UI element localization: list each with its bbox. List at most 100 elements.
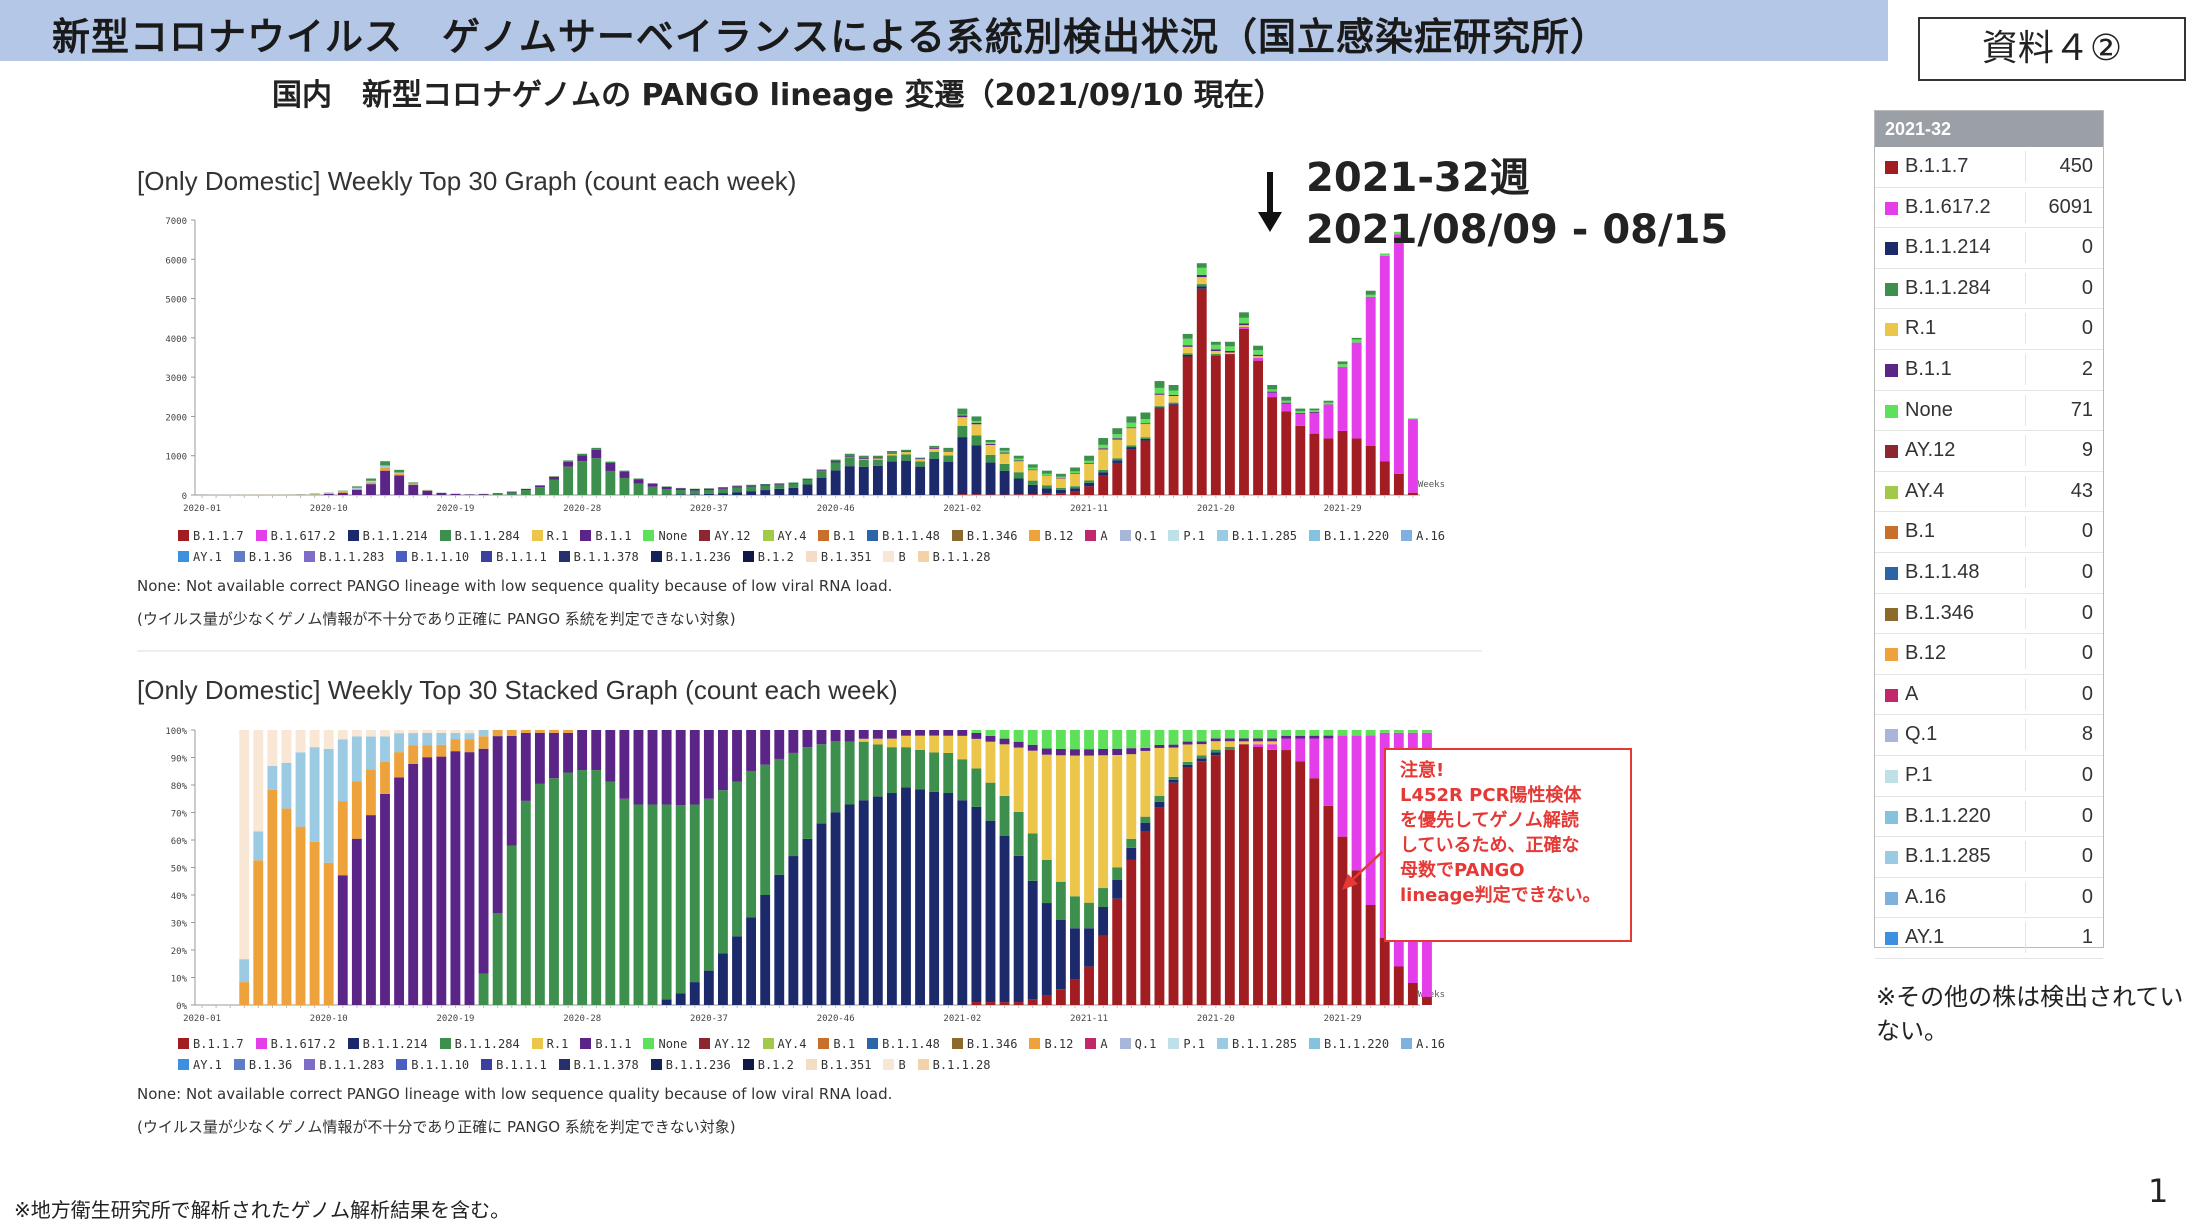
legend-item: B.1.1.48 bbox=[867, 526, 940, 547]
arrow-left-down-icon bbox=[1342, 851, 1383, 890]
lineage-name: Q.1 bbox=[1905, 723, 1938, 746]
lineage-color-swatch bbox=[1885, 363, 1898, 377]
bar-segment-b-1-1-214 bbox=[1126, 447, 1137, 450]
column-separator bbox=[2025, 151, 2026, 182]
bar-segment-b-1-1-284 bbox=[858, 459, 869, 467]
bar-segment-b-1-1 bbox=[872, 730, 883, 739]
table-row: B.1.1.48 0 bbox=[1875, 553, 2103, 594]
legend-label: B bbox=[898, 1058, 906, 1072]
column-separator bbox=[2025, 841, 2026, 873]
bar-segment-b-1-1 bbox=[591, 730, 602, 771]
legend-item: B.1 bbox=[818, 526, 855, 547]
legend-item: B.1.1 bbox=[580, 526, 631, 547]
bar-segment-b-1-1-214 bbox=[915, 466, 926, 495]
bar-segment-none bbox=[1055, 730, 1066, 749]
bar-segment-none bbox=[1112, 730, 1123, 749]
bar-segment-b-1-1-284 bbox=[816, 744, 827, 824]
bar-segment-b bbox=[309, 730, 320, 748]
bar-segment-b-1-1-284 bbox=[1056, 487, 1066, 490]
bar-segment-b-1-1-285 bbox=[295, 752, 306, 827]
bar-segment-r-1 bbox=[901, 735, 911, 748]
bar-segment-b-1-1 bbox=[1098, 748, 1109, 756]
legend-swatch bbox=[1085, 1038, 1097, 1049]
bar-segment-none bbox=[1210, 730, 1221, 739]
bar-segment-b-1-1-7 bbox=[999, 1002, 1010, 1005]
bar-segment-other bbox=[971, 416, 982, 422]
legend-label: R.1 bbox=[546, 529, 569, 543]
bar-segment-b-1-1-284 bbox=[830, 462, 841, 471]
bar-segment-none bbox=[1126, 422, 1137, 428]
bar-segment-r-1 bbox=[1112, 755, 1123, 868]
bar-segment-b-1-1 bbox=[943, 450, 954, 452]
bar-segment-b-1-1-284 bbox=[802, 747, 813, 839]
warning-line: を優先してゲノム解読 bbox=[1400, 810, 1579, 831]
bar-segment-b-1-1-284 bbox=[1182, 761, 1193, 765]
bar-segment-b-1-1 bbox=[1027, 469, 1038, 471]
bar-segment-b-1-1 bbox=[689, 730, 700, 805]
bar-segment-none bbox=[1140, 419, 1151, 424]
lineage-color-swatch bbox=[1885, 485, 1898, 499]
bar-segment-b-1-1-214 bbox=[1027, 484, 1038, 495]
x-tick-label: 2020-19 bbox=[437, 504, 475, 514]
bar-segment-b-1-1-214 bbox=[1182, 354, 1193, 357]
bar-segment-r-1 bbox=[1210, 741, 1221, 750]
bar-segment-b-1-1 bbox=[408, 763, 419, 1005]
legend-label: A bbox=[1100, 1037, 1108, 1051]
bar-segment-b-1-1-214 bbox=[929, 458, 940, 495]
bar-segment-none bbox=[1422, 730, 1432, 733]
legend-swatch bbox=[1085, 530, 1097, 541]
bar-segment-b-1-1-284 bbox=[1140, 437, 1151, 439]
bar-segment-b-1-1-285 bbox=[394, 733, 405, 753]
bar-segment-b-1-1 bbox=[422, 757, 433, 1005]
bar-segment-b-1-1 bbox=[563, 461, 574, 467]
bar-segment-b-1-1-7 bbox=[1393, 473, 1404, 495]
lineage-name: B.1.1 bbox=[1905, 357, 1952, 380]
bar-segment-b-1-1-7 bbox=[971, 1002, 982, 1005]
lineage-name: B.1.617.2 bbox=[1905, 195, 1991, 218]
legend-label: B.1.1.378 bbox=[573, 1058, 639, 1072]
bar-segment-other bbox=[1140, 412, 1151, 420]
bar-segment-b-12 bbox=[239, 982, 250, 1005]
bar-segment-other bbox=[816, 469, 827, 471]
bar-segment-none bbox=[1154, 387, 1165, 394]
bar-segment-b-1-1 bbox=[1253, 354, 1264, 357]
x-tick-label: 2021-29 bbox=[1324, 504, 1362, 514]
column-separator bbox=[2025, 759, 2026, 791]
bar-segment-b-1-1-284 bbox=[619, 798, 630, 1005]
bar-segment-b-1-1-284 bbox=[1126, 838, 1137, 848]
legend-label: B.12 bbox=[1044, 529, 1074, 543]
bar-segment-b-1-1 bbox=[1126, 748, 1137, 755]
table-row: B.1.1.284 0 bbox=[1875, 269, 2103, 310]
bar-segment-b-1-1-285 bbox=[309, 747, 320, 842]
legend-label: B.1.351 bbox=[820, 550, 872, 564]
x-axis-label: Weeks bbox=[1418, 480, 1445, 490]
bar-segment-other bbox=[887, 451, 897, 453]
legend-label: B bbox=[898, 550, 906, 564]
legend-item: B.1.1.285 bbox=[1217, 526, 1297, 547]
bar-segment-b-1-1-7 bbox=[1070, 491, 1080, 495]
legend-label: B.1 bbox=[833, 529, 856, 543]
legend-label: P.1 bbox=[1183, 529, 1205, 543]
bar-segment-b-1-1-7 bbox=[1154, 408, 1165, 495]
bar-segment-b-1-1-284 bbox=[563, 466, 574, 495]
bar-segment-b-1-1-284 bbox=[577, 770, 588, 1005]
bar-segment-b-1-1 bbox=[774, 730, 785, 759]
bar-segment-other bbox=[1056, 473, 1066, 477]
lineage-color-swatch bbox=[1885, 323, 1898, 337]
bar-segment-other bbox=[309, 493, 320, 495]
bar-segment-b-12 bbox=[492, 730, 503, 737]
bar-segment-b-1-1-284 bbox=[957, 759, 968, 801]
bar-segment-other bbox=[577, 453, 588, 456]
legend-label: B.1.2 bbox=[757, 1058, 794, 1072]
bar-segment-b-1-1-284 bbox=[943, 455, 954, 462]
legend-swatch bbox=[304, 551, 316, 562]
bar-segment-b-1-1-214 bbox=[957, 437, 968, 495]
bar-segment-r-1 bbox=[1168, 747, 1179, 777]
bar-segment-b-1-1 bbox=[1084, 463, 1095, 464]
bar-segment-b-1-1-284 bbox=[1210, 749, 1221, 753]
bar-segment-none bbox=[1323, 402, 1334, 405]
bar-segment-b-1-1-214 bbox=[985, 820, 996, 1003]
bar-segment-b-1-1-284 bbox=[999, 463, 1010, 471]
bar-segment-b-1-1-7 bbox=[1323, 805, 1334, 1005]
bar-segment-r-1 bbox=[999, 453, 1010, 464]
